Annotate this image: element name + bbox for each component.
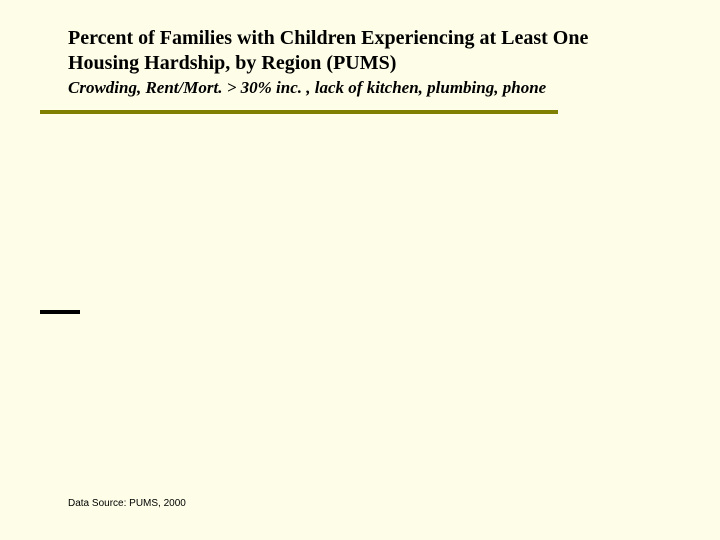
accent-underline-bar [40, 110, 558, 114]
title-block: Percent of Families with Children Experi… [68, 26, 658, 98]
subtitle: Crowding, Rent/Mort. > 30% inc. , lack o… [68, 78, 658, 98]
data-source-label: Data Source: PUMS, 2000 [68, 498, 186, 509]
title-line-2: Housing Hardship, by Region (PUMS) [68, 51, 658, 76]
title-line-1: Percent of Families with Children Experi… [68, 26, 658, 51]
left-axis-tick [40, 310, 80, 314]
